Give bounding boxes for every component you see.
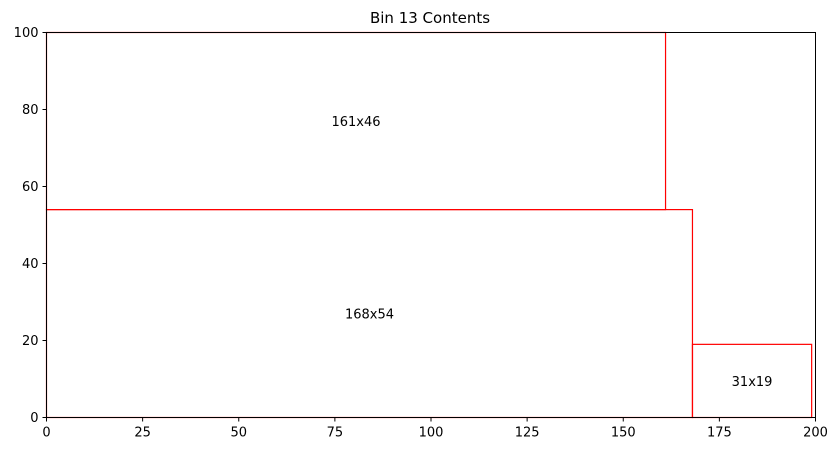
x-axis: 0 25 50 75 100 125 150 175 200 <box>42 417 828 441</box>
rectangle-label: 161x46 <box>331 115 380 130</box>
rectangle-label: 168x54 <box>345 308 394 323</box>
x-tick-label: 125 <box>515 426 540 441</box>
chart-title: Bin 13 Contents <box>370 9 490 27</box>
y-axis: 0 20 40 60 80 100 <box>14 26 47 426</box>
y-tick-label: 80 <box>22 103 39 118</box>
x-tick-label: 150 <box>611 426 636 441</box>
x-tick-label: 75 <box>327 426 344 441</box>
x-tick-label: 0 <box>42 426 50 441</box>
y-tick-label: 40 <box>22 257 39 272</box>
y-tick-label: 0 <box>30 411 38 426</box>
plot-frame <box>46 32 816 418</box>
rectangle-label: 31x19 <box>732 375 773 390</box>
x-tick-label: 175 <box>707 426 732 441</box>
y-tick-label: 20 <box>22 334 39 349</box>
rectangles-layer: 168x54 161x46 31x19 <box>45 31 813 419</box>
x-tick-label: 50 <box>230 426 247 441</box>
y-tick-label: 60 <box>22 180 39 195</box>
x-tick-label: 100 <box>419 426 444 441</box>
x-tick-label: 25 <box>134 426 151 441</box>
x-tick-label: 200 <box>803 426 828 441</box>
y-tick-label: 100 <box>14 26 39 41</box>
